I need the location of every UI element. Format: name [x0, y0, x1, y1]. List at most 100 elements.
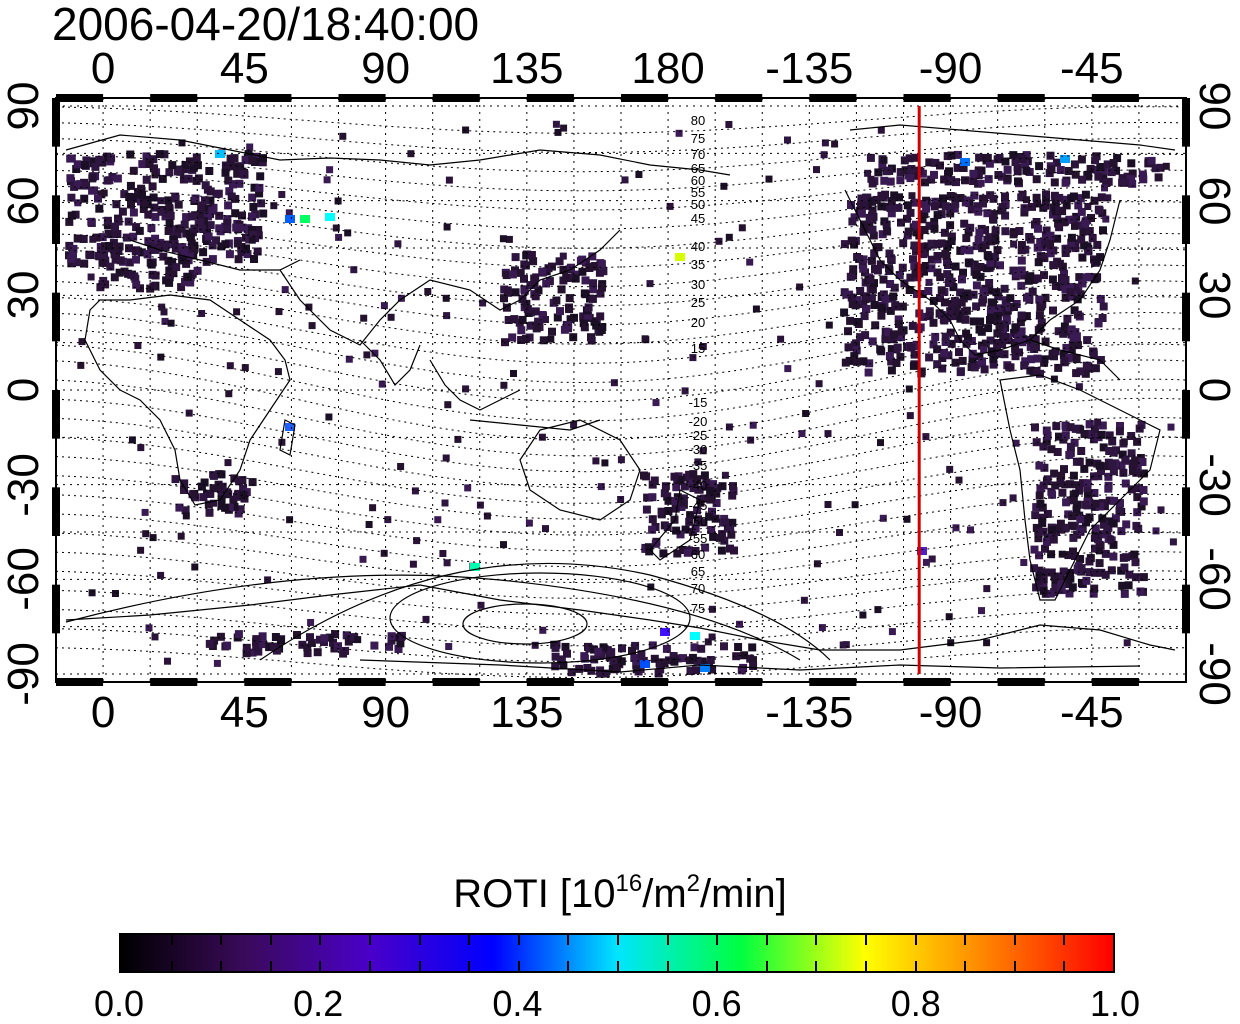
roti-cell	[140, 199, 149, 208]
roti-cell	[708, 605, 716, 613]
roti-cell	[910, 350, 919, 359]
roti-cell	[113, 230, 122, 238]
roti-cell	[145, 624, 153, 632]
roti-cell	[520, 286, 529, 295]
magnetic-contour	[55, 627, 1187, 663]
roti-cell	[927, 255, 936, 264]
roti-cell	[81, 161, 89, 169]
roti-cell	[987, 298, 996, 307]
roti-cell	[846, 272, 855, 281]
roti-cell	[72, 165, 81, 173]
roti-cell	[180, 165, 189, 174]
colorbar-tick-label: 0.2	[293, 983, 344, 1024]
roti-cell	[648, 525, 657, 534]
roti-cell	[802, 410, 810, 417]
roti-cell	[105, 242, 113, 250]
roti-cell	[208, 255, 217, 264]
roti-cell	[171, 244, 180, 253]
roti-cell	[1003, 165, 1012, 174]
roti-cell	[570, 421, 578, 429]
roti-cell	[315, 635, 324, 644]
roti-cell	[248, 236, 256, 244]
roti-cell	[180, 220, 189, 229]
roti-cell	[1121, 455, 1130, 464]
roti-cell	[67, 259, 76, 268]
roti-cell	[1072, 505, 1081, 514]
roti-cell	[1042, 226, 1051, 235]
roti-cell	[599, 267, 608, 276]
roti-cell	[1104, 472, 1113, 481]
roti-cell	[964, 258, 973, 267]
roti-cell	[1099, 443, 1108, 452]
roti-cell	[205, 639, 214, 648]
roti-cell	[1041, 544, 1049, 553]
roti-cell	[1056, 479, 1065, 488]
roti-cell	[1001, 157, 1010, 166]
roti-cell	[599, 643, 608, 652]
roti-cell	[1098, 421, 1107, 430]
roti-cell	[1079, 227, 1088, 236]
roti-cell	[906, 273, 915, 282]
roti-cell	[881, 294, 890, 303]
roti-cell	[1011, 323, 1020, 332]
roti-cell	[952, 178, 960, 187]
roti-cell	[104, 229, 113, 238]
roti-cell	[325, 413, 333, 421]
roti-cell	[1107, 168, 1116, 177]
roti-cell	[150, 203, 159, 212]
roti-cell	[511, 288, 520, 297]
roti-cell	[706, 656, 715, 664]
roti-cell	[1041, 568, 1050, 577]
roti-cell	[1053, 234, 1062, 243]
roti-cell	[642, 505, 651, 514]
roti-cell	[906, 412, 914, 420]
roti-cell	[882, 167, 891, 176]
roti-cell	[103, 221, 112, 229]
roti-cell	[673, 549, 682, 558]
roti-cell	[989, 210, 998, 219]
roti-cell	[1090, 568, 1099, 577]
roti-cell	[339, 132, 347, 140]
roti-cell	[575, 664, 584, 673]
roti-cell	[925, 278, 933, 286]
roti-cell-high	[960, 158, 970, 166]
contour-label-north: 45	[690, 211, 706, 226]
roti-cell	[111, 222, 119, 231]
roti-cell	[158, 174, 167, 183]
roti-cell	[95, 155, 104, 164]
roti-cell	[1043, 431, 1052, 440]
roti-cell	[1083, 336, 1092, 345]
roti-cell	[1059, 329, 1068, 338]
roti-cell	[344, 229, 352, 237]
roti-cell	[196, 217, 205, 226]
roti-cell	[927, 264, 936, 273]
roti-cell	[581, 276, 590, 285]
roti-cell	[601, 459, 609, 467]
roti-cell	[177, 532, 185, 540]
roti-cell	[1069, 495, 1078, 504]
roti-cell	[692, 666, 700, 675]
roti-cell	[445, 643, 453, 650]
roti-cell	[1091, 499, 1100, 508]
roti-cell	[1120, 438, 1128, 446]
roti-cell	[155, 245, 163, 253]
roti-cell	[908, 192, 916, 200]
roti-cell	[248, 478, 257, 487]
roti-cell	[1069, 333, 1078, 342]
roti-cell	[920, 251, 928, 259]
roti-cell	[1001, 227, 1010, 236]
roti-cell	[199, 248, 208, 257]
roti-cell	[1031, 423, 1039, 432]
roti-cell	[878, 230, 887, 239]
roti-cell	[1051, 199, 1060, 207]
roti-cell	[67, 211, 76, 220]
roti-cell	[125, 258, 134, 267]
roti-cell	[920, 210, 929, 219]
roti-cell	[360, 314, 368, 322]
roti-cell	[939, 194, 947, 203]
roti-cell	[1016, 318, 1025, 327]
roti-cell-high	[917, 547, 927, 555]
roti-cell	[132, 255, 140, 264]
roti-cell	[79, 235, 88, 243]
roti-cell	[1075, 457, 1084, 466]
